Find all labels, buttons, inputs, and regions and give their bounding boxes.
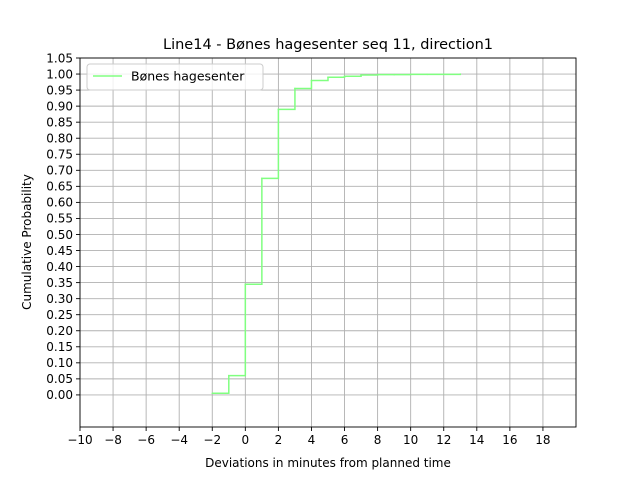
step-point: [327, 76, 329, 79]
y-axis-ticks: 0.00 0.05 0.10 0.15 0.20 0.25 0.30 0.35 0.40 0.45…: [46, 51, 80, 402]
y-tick-label: 1.05: [46, 51, 73, 65]
step-point: [294, 87, 296, 90]
y-tick-label: 0.75: [46, 148, 73, 162]
y-tick-label: 0.45: [46, 244, 73, 258]
y-tick-label: 0.25: [46, 308, 73, 322]
legend-label: Bønes hagesenter: [131, 69, 245, 84]
x-axis-ticks: −10 −8 −6 −4 −2 0 2 4 6 8 10 12 14 16 18: [67, 427, 551, 447]
step-point: [343, 75, 346, 78]
x-tick-label: −6: [137, 433, 155, 447]
y-tick-label: 0.80: [46, 132, 73, 146]
x-tick-label: 14: [469, 433, 484, 447]
y-axis-title: Cumulative Probability: [20, 174, 34, 310]
x-tick-label: 0: [242, 433, 250, 447]
step-point: [277, 108, 280, 111]
step-point: [442, 73, 445, 76]
y-tick-label: 0.35: [46, 276, 73, 290]
y-tick-label: 0.90: [46, 99, 73, 113]
y-tick-label: 0.10: [46, 356, 73, 370]
y-tick-label: 0.55: [46, 212, 73, 226]
series-layer: [211, 73, 462, 395]
y-tick-label: 1.00: [46, 67, 73, 81]
step-point: [409, 73, 412, 76]
y-tick-label: 0.60: [46, 196, 73, 210]
x-tick-label: −10: [67, 433, 92, 447]
x-tick-label: 16: [502, 433, 517, 447]
y-tick-label: 0.70: [46, 164, 73, 178]
chart-title: Line14 - Bønes hagesenter seq 11, direct…: [163, 37, 493, 53]
y-tick-label: 0.85: [46, 115, 73, 129]
legend: Bønes hagesenter: [86, 63, 264, 91]
step-point: [459, 73, 462, 75]
x-tick-label: 10: [403, 433, 418, 447]
step-point: [310, 79, 313, 82]
y-tick-label: 0.00: [46, 388, 73, 402]
y-tick-label: 0.20: [46, 324, 73, 338]
x-tick-label: −8: [104, 433, 122, 447]
x-tick-label: 8: [374, 433, 382, 447]
step-point: [211, 392, 214, 395]
y-tick-label: 0.65: [46, 180, 73, 194]
y-tick-label: 0.30: [46, 292, 73, 306]
y-tick-label: 0.95: [46, 83, 73, 97]
x-tick-label: 2: [275, 433, 283, 447]
x-tick-label: −2: [203, 433, 221, 447]
plot-frame: [79, 57, 577, 428]
legend-box: [86, 63, 264, 91]
step-point: [244, 283, 247, 286]
y-tick-label: 0.50: [46, 228, 73, 242]
step-point: [393, 73, 395, 76]
grid: [79, 57, 576, 427]
step-point: [360, 74, 362, 76]
x-tick-label: 4: [308, 433, 316, 447]
y-tick-label: 0.15: [46, 340, 73, 354]
x-tick-label: −4: [170, 433, 188, 447]
step-point: [228, 374, 230, 377]
x-axis-title: Deviations in minutes from planned time: [205, 456, 451, 470]
x-tick-label: 6: [341, 433, 349, 447]
y-tick-label: 0.05: [46, 372, 73, 386]
step-point: [376, 73, 379, 76]
x-tick-label: 18: [535, 433, 550, 447]
y-tick-label: 0.40: [46, 260, 73, 274]
step-point: [426, 73, 429, 76]
x-tick-label: 12: [436, 433, 451, 447]
step-point: [261, 177, 263, 180]
